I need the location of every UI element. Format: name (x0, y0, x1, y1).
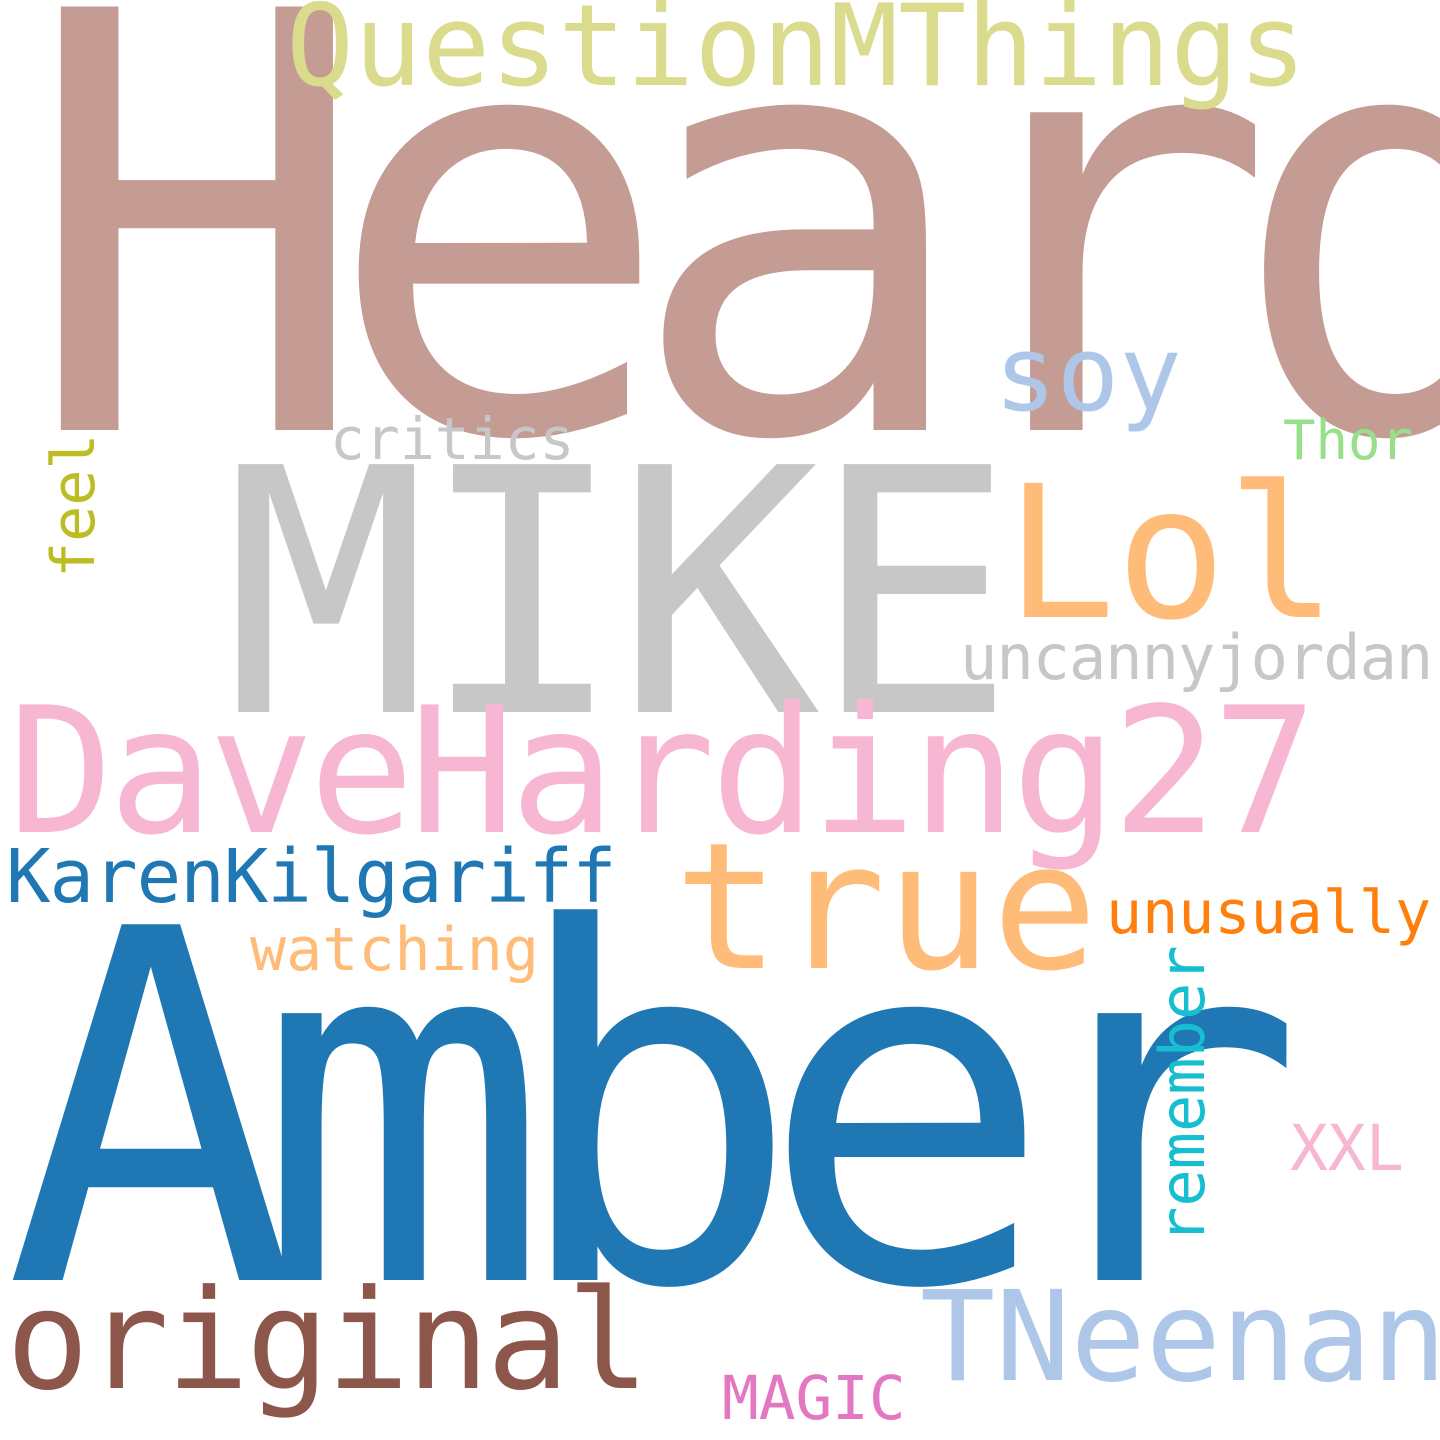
word-lol: Lol (1005, 447, 1338, 661)
word-watching: watching (250, 915, 539, 985)
word-critics: critics (330, 405, 575, 473)
word-heard: Heard (22, 0, 1440, 568)
word-soy: soy (994, 313, 1182, 435)
word-unusually: unusually (1106, 878, 1432, 948)
word-xxl: XXL (1290, 1112, 1404, 1185)
word-amber: Amber (4, 828, 1305, 1396)
word-tneenan: TNeenan (920, 1265, 1440, 1410)
word-daveharding27: DaveHarding27 (8, 671, 1318, 874)
word-mike: MIKE (224, 397, 1016, 793)
word-original: original (6, 1260, 650, 1421)
word-karenkilgariff: KarenKilgariff (6, 834, 617, 920)
word-magic: MAGIC (722, 1363, 906, 1434)
word-feel: feel (39, 433, 109, 579)
word-questionmthings: QuestionMThings (286, 0, 1307, 112)
word-remember: remember (1146, 945, 1219, 1244)
word-thor: Thor (1283, 409, 1414, 472)
word-uncannyjordan: uncannyjordan (960, 621, 1433, 694)
word-true: true (674, 805, 1098, 1010)
